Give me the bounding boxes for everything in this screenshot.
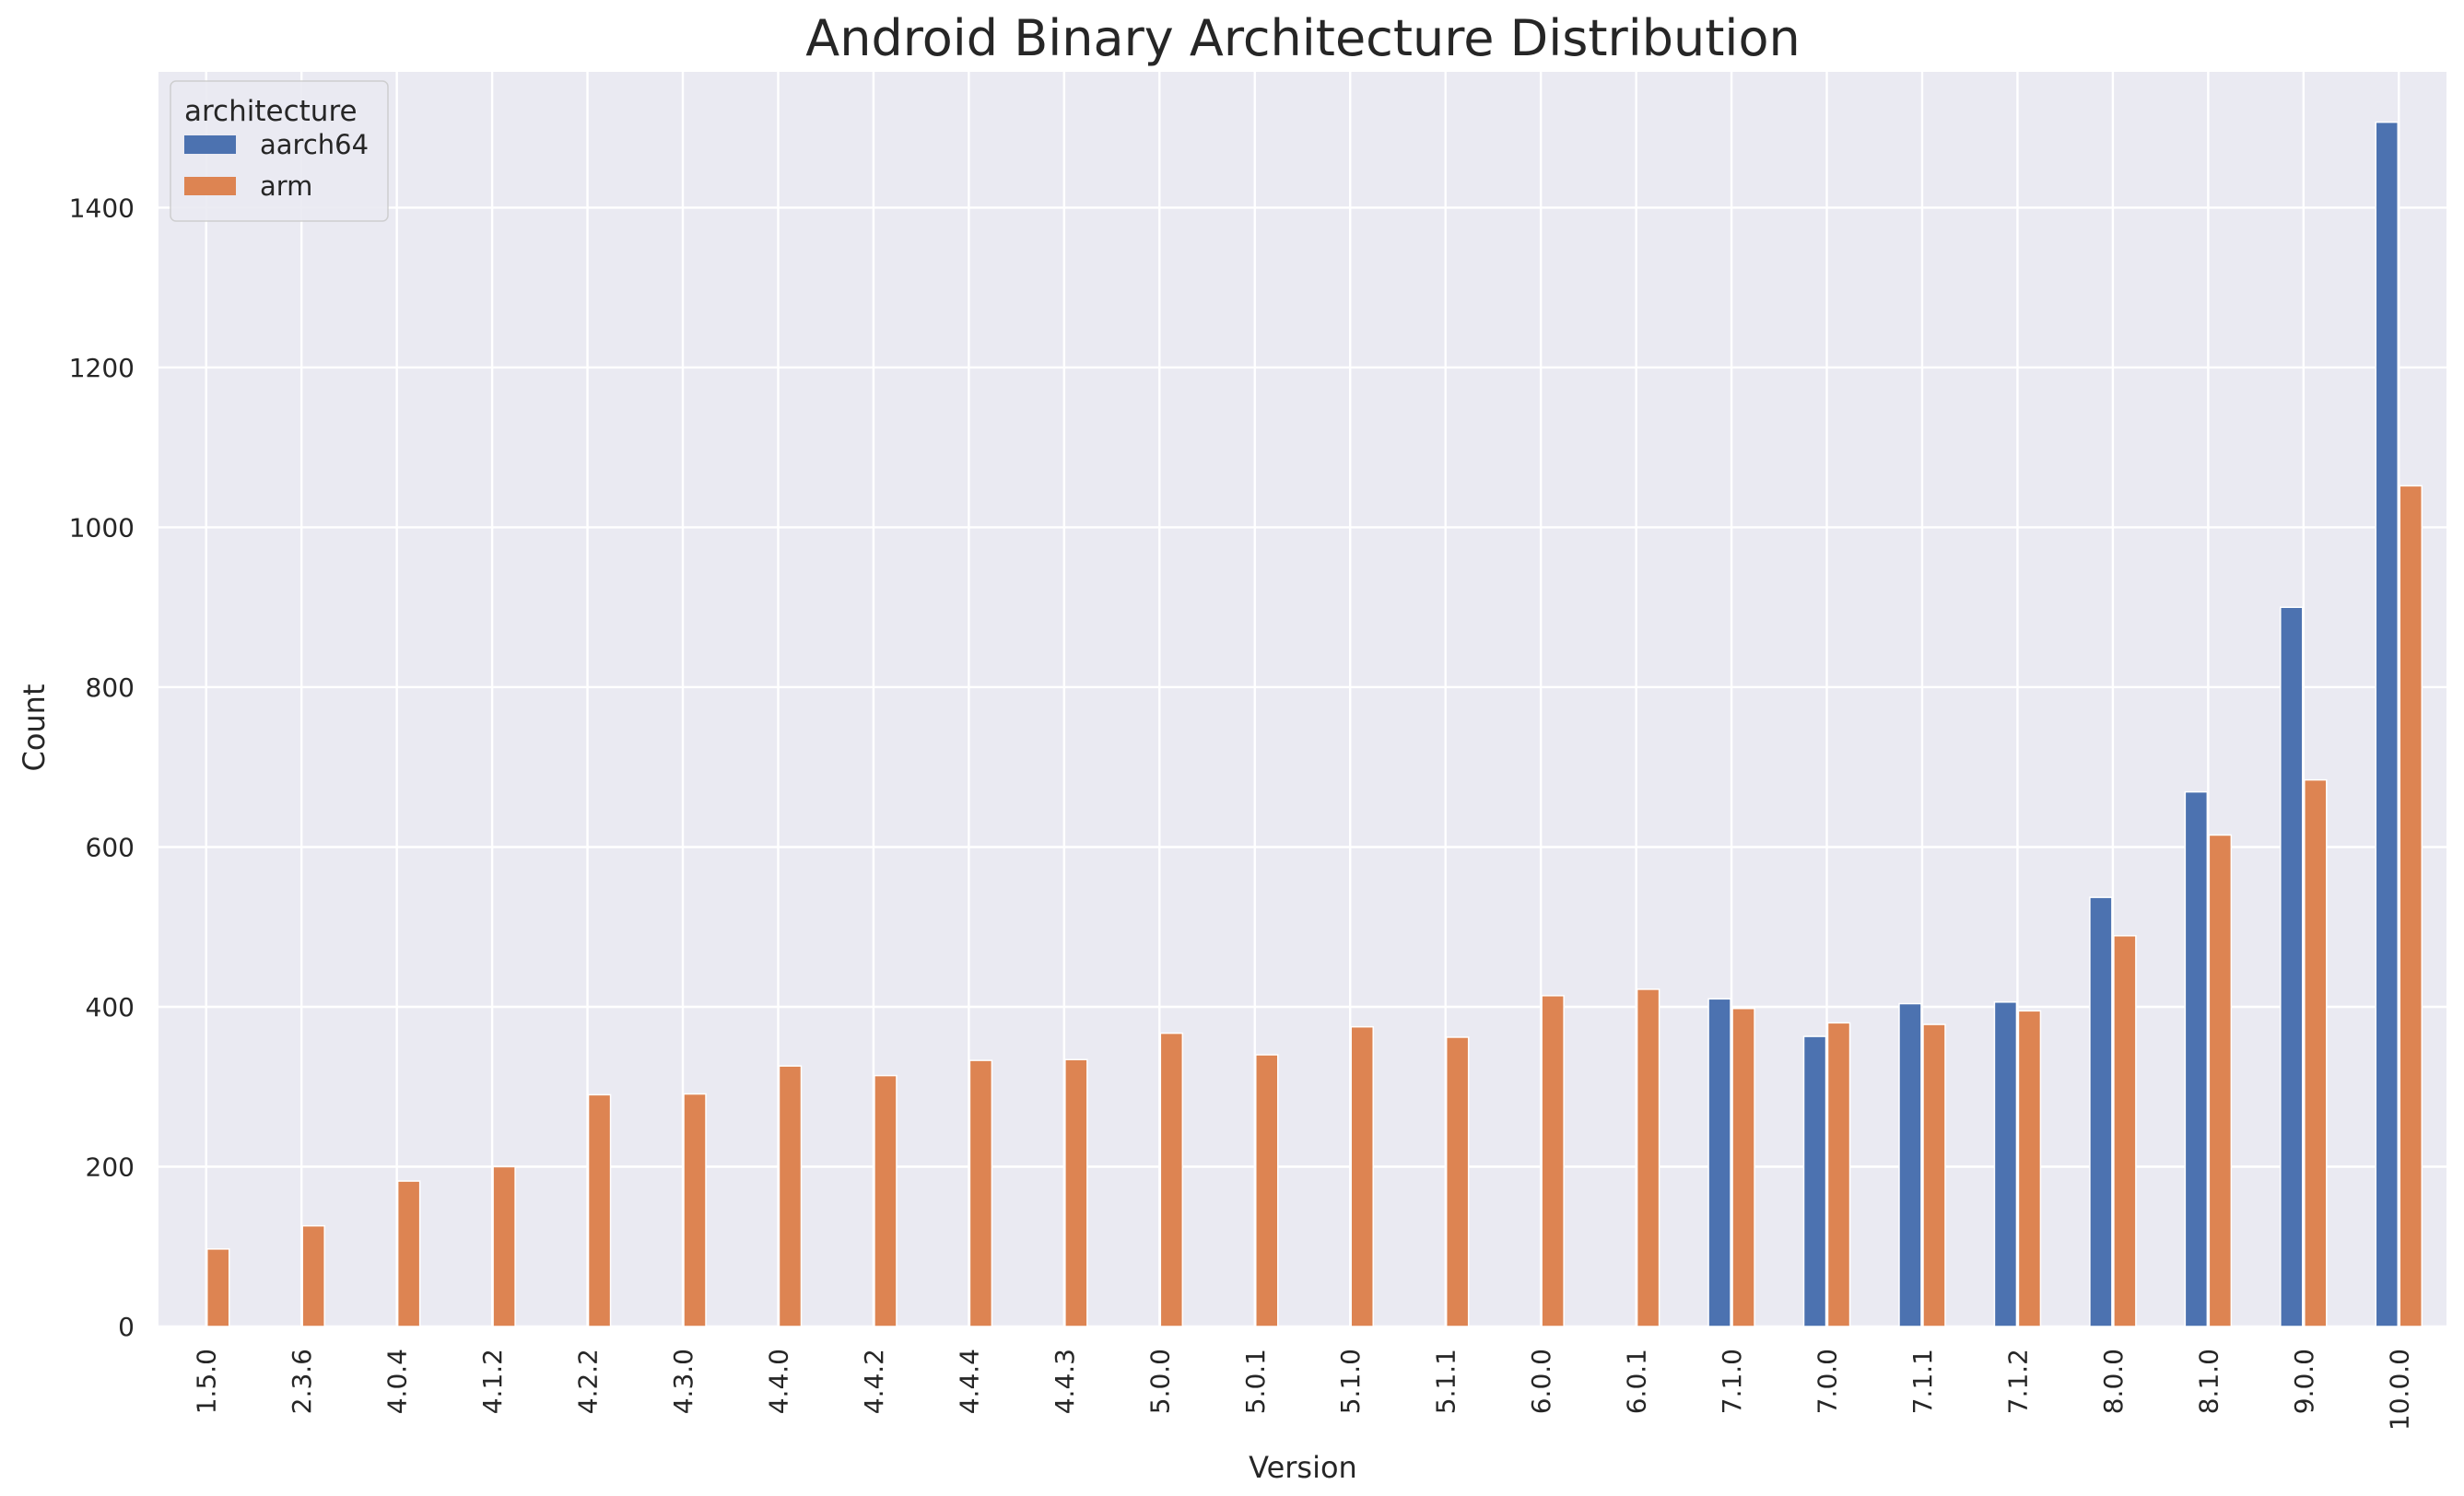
x-axis-title: Version xyxy=(1249,1450,1357,1485)
bar-arm-6.0.0 xyxy=(1541,995,1565,1327)
x-tick-label: 6.0.1 xyxy=(1622,1349,1652,1414)
series-aarch64 xyxy=(1707,121,2399,1327)
y-tick-label: 0 xyxy=(118,1312,135,1342)
bar-arm-1.5.0 xyxy=(205,1248,230,1327)
plot-area xyxy=(158,72,2446,1328)
bar-arm-4.1.2 xyxy=(492,1165,516,1327)
y-axis-title: Count xyxy=(17,684,52,771)
x-tick-label: 7.1.2 xyxy=(2002,1349,2033,1414)
bar-arm-7.0.0 xyxy=(1826,1022,1851,1327)
bar-arm-4.2.2 xyxy=(587,1093,612,1327)
y-axis: 0 200 400 600 800 1000 1200 1400 xyxy=(69,193,135,1342)
x-tick-label: 5.0.0 xyxy=(1144,1349,1175,1414)
legend-label-arm: arm xyxy=(260,170,312,202)
x-tick-label: 7.0.0 xyxy=(1813,1349,1843,1414)
x-tick-label: 5.1.1 xyxy=(1431,1349,1461,1414)
bar-arm-10.0.0 xyxy=(2399,485,2423,1327)
x-tick-label: 4.0.4 xyxy=(382,1349,413,1414)
legend-swatch-aarch64 xyxy=(184,135,236,154)
bar-arm-7.1.2 xyxy=(2017,1010,2042,1327)
bar-aarch64-8.0.0 xyxy=(2089,896,2113,1327)
x-tick-label: 7.1.0 xyxy=(1717,1349,1747,1414)
series-arm xyxy=(205,485,2423,1327)
bar-arm-5.1.0 xyxy=(1350,1025,1374,1327)
bar-arm-4.0.4 xyxy=(396,1180,421,1327)
x-tick-label: 4.3.0 xyxy=(668,1349,698,1414)
x-axis: 1.5.0 2.3.6 4.0.4 4.1.2 4.2.2 4.3.0 4.4.0 4.4.2… xyxy=(192,1349,2415,1431)
chart-title: Android Binary Architecture Distribution xyxy=(805,9,1800,67)
bar-aarch64-8.1.0 xyxy=(2184,790,2209,1327)
bar-arm-4.4.2 xyxy=(874,1074,898,1327)
x-tick-label: 4.4.0 xyxy=(763,1349,793,1414)
bar-arm-9.0.0 xyxy=(2304,778,2328,1327)
x-tick-label: 5.0.1 xyxy=(1240,1349,1271,1414)
bar-arm-5.1.1 xyxy=(1445,1036,1470,1327)
x-tick-label: 5.1.0 xyxy=(1335,1349,1366,1414)
plot-background xyxy=(158,72,2446,1327)
bar-arm-5.0.1 xyxy=(1255,1054,1279,1327)
x-tick-label: 6.0.0 xyxy=(1526,1349,1556,1414)
x-tick-label: 4.2.2 xyxy=(573,1349,604,1414)
x-tick-label: 1.5.0 xyxy=(192,1349,222,1414)
legend-label-aarch64: aarch64 xyxy=(260,129,369,160)
bar-arm-6.0.1 xyxy=(1636,988,1660,1327)
x-tick-label: 9.0.0 xyxy=(2289,1349,2319,1414)
legend-title: architecture xyxy=(184,95,358,128)
x-tick-label: 8.1.0 xyxy=(2193,1349,2223,1414)
bar-arm-5.0.0 xyxy=(1159,1032,1184,1327)
bar-arm-2.3.6 xyxy=(301,1224,325,1327)
x-tick-label: 10.0.0 xyxy=(2384,1349,2414,1431)
bar-aarch64-7.1.1 xyxy=(1898,1002,1922,1327)
y-tick-label: 1200 xyxy=(69,353,135,383)
bar-arm-4.3.0 xyxy=(683,1093,707,1327)
bar-arm-8.0.0 xyxy=(2113,935,2137,1327)
bar-arm-7.1.0 xyxy=(1731,1007,1755,1327)
y-tick-label: 600 xyxy=(86,832,135,862)
x-tick-label: 4.4.2 xyxy=(859,1349,889,1414)
y-tick-label: 1000 xyxy=(69,512,135,543)
bar-arm-7.1.1 xyxy=(1922,1023,1946,1327)
bars xyxy=(205,121,2423,1327)
bar-aarch64-7.1.2 xyxy=(1993,1001,2018,1327)
bar-aarch64-7.1.0 xyxy=(1707,998,1731,1327)
x-tick-label: 4.1.2 xyxy=(477,1349,508,1414)
bar-aarch64-9.0.0 xyxy=(2280,606,2304,1327)
bar-arm-4.4.3 xyxy=(1064,1058,1088,1327)
bar-aarch64-7.0.0 xyxy=(1802,1035,1827,1327)
x-tick-label: 7.1.1 xyxy=(1907,1349,1938,1414)
x-tick-label: 4.4.3 xyxy=(1050,1349,1080,1414)
y-tick-label: 800 xyxy=(86,672,135,703)
bar-arm-4.4.0 xyxy=(778,1065,803,1327)
y-tick-label: 200 xyxy=(86,1151,135,1182)
gridlines xyxy=(158,72,2446,1328)
legend-swatch-arm xyxy=(184,177,236,195)
x-tick-label: 8.0.0 xyxy=(2098,1349,2129,1414)
x-tick-label: 2.3.6 xyxy=(287,1349,317,1414)
bar-arm-4.4.4 xyxy=(968,1059,993,1327)
x-tick-label: 4.4.4 xyxy=(954,1349,984,1414)
bar-arm-8.1.0 xyxy=(2208,834,2233,1327)
y-tick-label: 1400 xyxy=(69,193,135,223)
bar-aarch64-10.0.0 xyxy=(2375,121,2399,1327)
y-tick-label: 400 xyxy=(86,992,135,1023)
